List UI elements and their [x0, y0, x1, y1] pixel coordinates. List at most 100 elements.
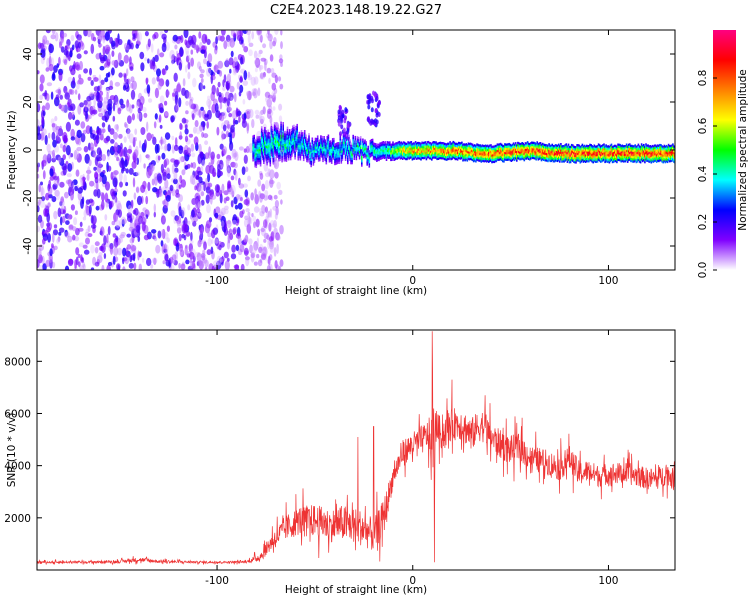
heatmap-cell — [349, 139, 351, 142]
heatmap-cell — [549, 149, 551, 152]
heatmap-cell — [268, 222, 272, 232]
heatmap-cell — [338, 142, 340, 145]
heatmap-cell — [419, 142, 421, 145]
heatmap-cell — [294, 135, 296, 138]
heatmap-cell — [471, 145, 474, 149]
heatmap-cell — [433, 145, 435, 148]
heatmap-cell — [118, 133, 123, 139]
heatmap-cell — [519, 143, 521, 146]
heatmap-cell — [420, 143, 422, 146]
heatmap-cell — [406, 149, 408, 152]
heatmap-cell — [291, 143, 293, 146]
heatmap-cell — [46, 212, 50, 223]
heatmap-cell — [349, 147, 351, 151]
heatmap-cell — [266, 158, 268, 162]
heatmap-cell — [505, 154, 507, 157]
heatmap-cell — [151, 133, 154, 139]
heatmap-cell — [364, 141, 366, 144]
heatmap-cell — [575, 152, 577, 155]
heatmap-cell — [386, 151, 389, 155]
heatmap-cell — [277, 127, 279, 130]
heatmap-cell — [210, 246, 214, 255]
heatmap-cell — [132, 209, 137, 215]
heatmap-cell — [588, 153, 590, 156]
heatmap-cell — [112, 233, 117, 238]
heatmap-cell — [344, 107, 348, 113]
heatmap-cell — [404, 144, 406, 147]
heatmap-cell — [317, 140, 320, 143]
heatmap-cell — [528, 158, 531, 161]
heatmap-cell — [208, 62, 212, 67]
heatmap-cell — [441, 142, 444, 145]
heatmap-cell — [483, 155, 486, 159]
heatmap-cell — [536, 154, 538, 157]
heatmap-cell — [603, 149, 605, 153]
heatmap-cell — [307, 138, 309, 141]
heatmap-cell — [264, 137, 266, 140]
heatmap-cell — [104, 214, 108, 221]
heatmap-cell — [325, 151, 328, 154]
heatmap-cell — [462, 157, 464, 160]
heatmap-cell — [399, 157, 402, 160]
heatmap-cell — [400, 152, 403, 155]
heatmap-cell — [333, 155, 335, 158]
heatmap-cell — [354, 148, 357, 152]
heatmap-cell — [268, 149, 270, 152]
heatmap-cell — [345, 143, 348, 146]
heatmap-cell — [494, 157, 497, 161]
heatmap-cell — [259, 155, 262, 158]
heatmap-cell — [480, 160, 483, 163]
heatmap-cell — [268, 77, 271, 84]
heatmap-cell — [433, 154, 435, 157]
heatmap-cell — [153, 121, 157, 129]
heatmap-cell — [94, 176, 99, 184]
heatmap-cell — [47, 150, 54, 155]
heatmap-cell — [429, 148, 432, 151]
heatmap-cell — [188, 133, 194, 138]
heatmap-cell — [517, 144, 519, 147]
heatmap-cell — [340, 118, 343, 124]
heatmap-cell — [428, 141, 431, 145]
heatmap-cell — [384, 154, 387, 157]
heatmap-cell — [187, 220, 191, 225]
heatmap-cell — [527, 144, 530, 147]
heatmap-cell — [330, 161, 333, 164]
heatmap-cell — [426, 154, 429, 157]
heatmap-cell — [376, 159, 378, 162]
heatmap-cell — [257, 153, 260, 156]
heatmap-cell — [141, 257, 145, 263]
heatmap-cell — [120, 231, 126, 237]
heatmap-cell — [115, 200, 122, 209]
heatmap-cell — [524, 153, 527, 156]
heatmap-cell — [173, 178, 178, 185]
heatmap-cell — [544, 146, 546, 149]
heatmap-cell — [297, 136, 300, 139]
heatmap-cell — [555, 155, 558, 158]
heatmap-cell — [126, 115, 132, 124]
heatmap-cell — [201, 156, 205, 166]
heatmap-cell — [114, 225, 121, 231]
heatmap-cell — [225, 34, 231, 43]
heatmap-cell — [448, 151, 450, 154]
heatmap-cell — [474, 159, 476, 162]
heatmap-cell — [538, 151, 541, 154]
heatmap-cell — [256, 237, 260, 248]
heatmap-cell — [294, 137, 296, 140]
heatmap-cell — [323, 138, 325, 141]
heatmap-cell — [545, 146, 547, 149]
heatmap-cell — [255, 146, 258, 149]
heatmap-cell — [466, 159, 469, 162]
heatmap-cell — [117, 264, 120, 270]
heatmap-cell — [264, 146, 266, 149]
heatmap-cell — [171, 57, 174, 65]
heatmap-cell — [315, 146, 318, 149]
heatmap-cell — [320, 152, 322, 155]
heatmap-cell — [309, 157, 311, 160]
heatmap-cell — [609, 149, 612, 152]
heatmap-cell — [590, 159, 592, 162]
heatmap-cell — [268, 132, 270, 135]
heatmap-cell — [95, 205, 100, 211]
heatmap-cell — [465, 143, 467, 146]
heatmap-cell — [469, 155, 472, 158]
heatmap-cell — [561, 145, 563, 148]
